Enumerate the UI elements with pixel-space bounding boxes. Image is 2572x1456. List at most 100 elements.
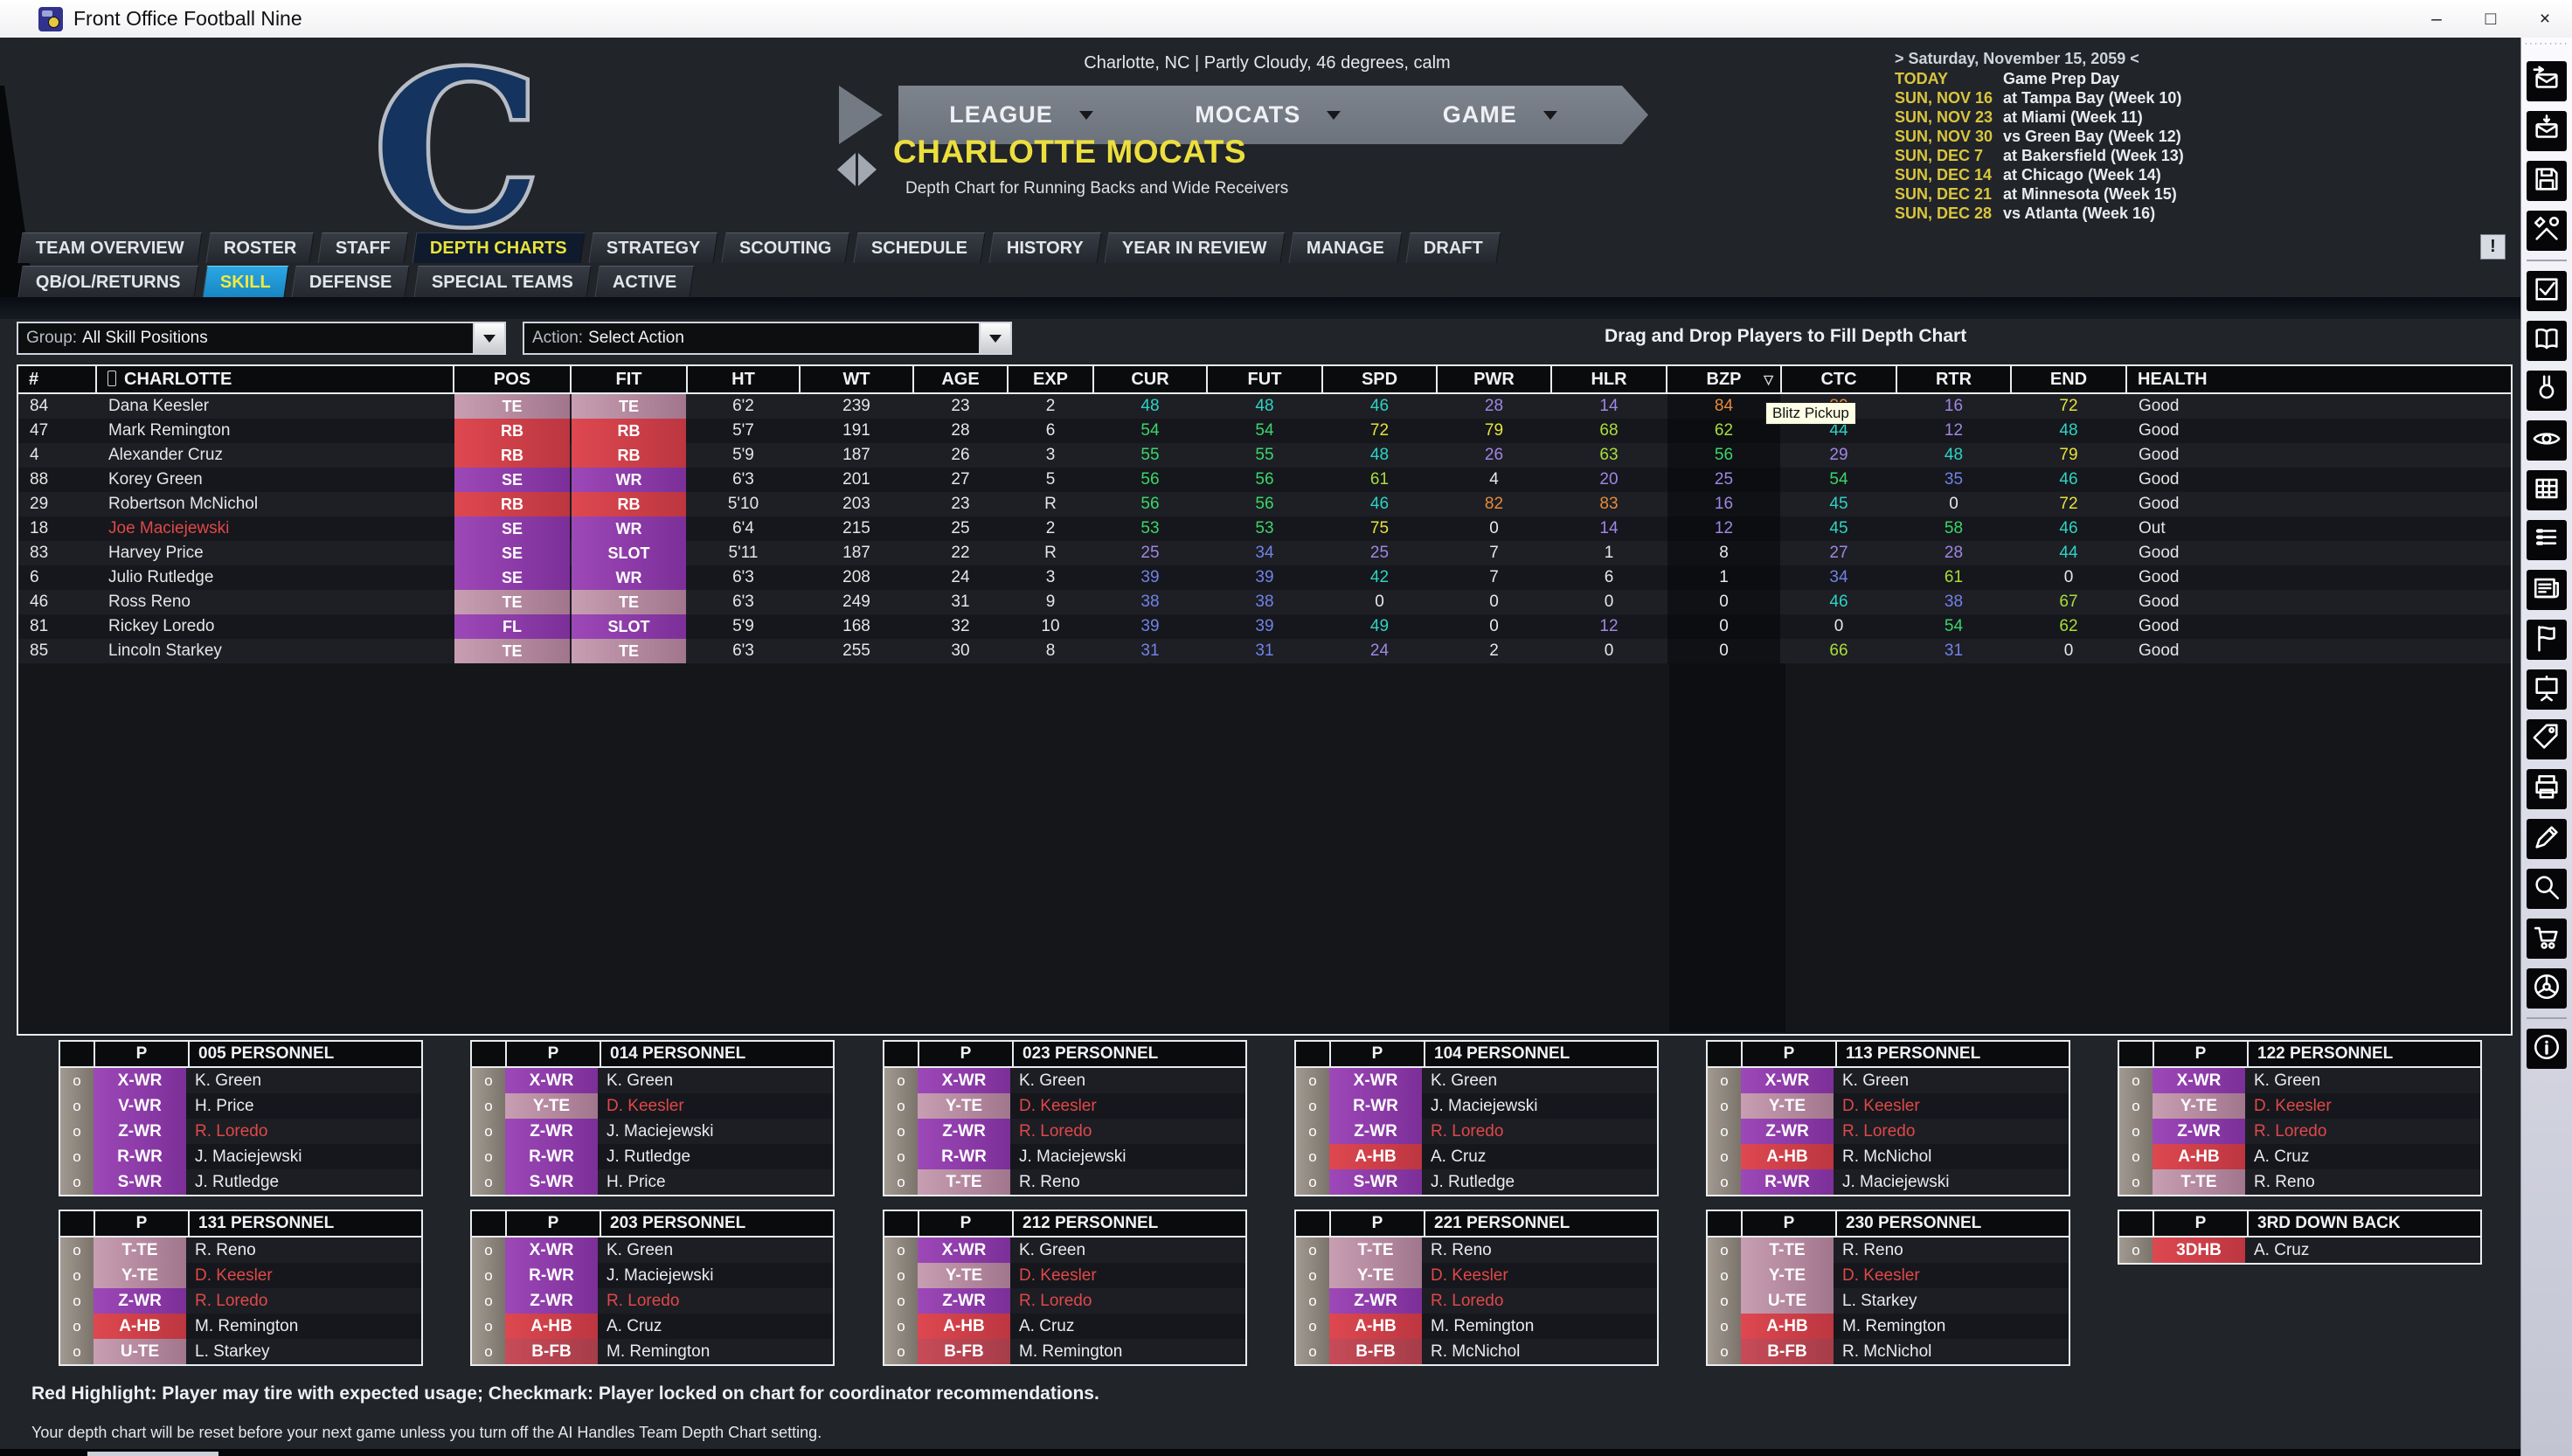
lock-toggle[interactable]: o <box>2119 1093 2153 1119</box>
lock-toggle[interactable]: o <box>472 1263 505 1288</box>
sidebar-button-info[interactable] <box>2527 1029 2567 1069</box>
column-header-hlr[interactable]: HLR <box>1552 366 1666 392</box>
roster-row[interactable]: 47 Mark Remington RB RB 5'7 191 28 6 54 54 72 79 68 6… <box>18 419 2511 443</box>
nav-menu-game[interactable]: GAME <box>1443 101 1557 128</box>
tab-history[interactable]: HISTORY <box>988 232 1101 263</box>
tab-qb-ol-returns[interactable]: QB/OL/RETURNS <box>17 266 199 298</box>
action-dropdown-button[interactable] <box>979 323 1010 353</box>
lock-toggle[interactable]: o <box>2119 1238 2153 1263</box>
group-dropdown-button[interactable] <box>473 323 504 353</box>
lock-toggle[interactable]: o <box>1296 1238 1329 1263</box>
sidebar-button-pencil[interactable] <box>2527 819 2567 859</box>
slot-player-name[interactable]: M. Remington <box>1842 1317 1946 1335</box>
slot-player-name[interactable]: A. Cruz <box>607 1317 662 1335</box>
slot-player-name[interactable]: R. Loredo <box>1431 1122 1504 1141</box>
slot-player-name[interactable]: A. Cruz <box>1431 1147 1487 1166</box>
slot-player-name[interactable]: D. Keesler <box>607 1097 684 1115</box>
lock-toggle[interactable]: o <box>60 1093 94 1119</box>
team-switch-icon[interactable] <box>835 151 878 188</box>
sidebar-button-grid[interactable] <box>2527 470 2567 510</box>
lock-toggle[interactable]: o <box>884 1288 918 1314</box>
lock-toggle[interactable]: o <box>884 1068 918 1093</box>
slot-player-name[interactable]: R. Reno <box>195 1241 256 1259</box>
tab-draft[interactable]: DRAFT <box>1405 232 1501 263</box>
column-header-bzp[interactable]: BZP ▽ <box>1667 366 1780 392</box>
column-header-pwr[interactable]: PWR <box>1438 366 1550 392</box>
slot-player-name[interactable]: R. Reno <box>1842 1241 1903 1259</box>
sidebar-button-checklist[interactable] <box>2527 271 2567 311</box>
sidebar-button-newspaper[interactable] <box>2527 570 2567 610</box>
sidebar-button-cart[interactable] <box>2527 919 2567 959</box>
tab-staff[interactable]: STAFF <box>317 232 409 263</box>
slot-player-name[interactable]: J. Maciejewski <box>1019 1147 1127 1166</box>
sidebar-handle-icon[interactable]: ········· <box>2524 38 2569 49</box>
tab-skill[interactable]: SKILL <box>201 266 288 298</box>
tab-year-in-review[interactable]: YEAR IN REVIEW <box>1104 232 1286 263</box>
roster-row[interactable]: 81 Rickey Loredo FL SLOT 5'9 168 32 10 39 39 49 0 12… <box>18 614 2511 639</box>
slot-player-name[interactable]: R. McNichol <box>1842 1147 1932 1166</box>
nav-menu-league[interactable]: LEAGUE <box>949 101 1093 128</box>
roster-row[interactable]: 29 Robertson McNichol RB RB 5'10 203 23 R 56 56 46… <box>18 492 2511 517</box>
column-header-age[interactable]: AGE <box>914 366 1007 392</box>
slot-player-name[interactable]: D. Keesler <box>1019 1266 1097 1285</box>
lock-toggle[interactable]: o <box>1296 1093 1329 1119</box>
lock-toggle[interactable]: o <box>1708 1314 1741 1339</box>
lock-toggle[interactable]: o <box>60 1119 94 1144</box>
slot-player-name[interactable]: A. Cruz <box>2254 1147 2310 1166</box>
slot-player-name[interactable]: D. Keesler <box>195 1266 273 1285</box>
slot-player-name[interactable]: J. Rutledge <box>1431 1173 1515 1191</box>
lock-toggle[interactable]: o <box>1708 1339 1741 1364</box>
slot-player-name[interactable]: D. Keesler <box>1842 1097 1920 1115</box>
column-header-end[interactable]: END <box>2012 366 2125 392</box>
sidebar-button-tools[interactable] <box>2527 211 2567 251</box>
lock-toggle[interactable]: o <box>1708 1093 1741 1119</box>
lock-toggle[interactable]: o <box>884 1238 918 1263</box>
slot-player-name[interactable]: R. Reno <box>1431 1241 1492 1259</box>
slot-player-name[interactable]: M. Remington <box>1431 1317 1535 1335</box>
slot-player-name[interactable]: K. Green <box>1431 1071 1498 1090</box>
slot-player-name[interactable]: D. Keesler <box>1431 1266 1508 1285</box>
slot-player-name[interactable]: R. Loredo <box>195 1122 268 1141</box>
slot-player-name[interactable]: K. Green <box>2254 1071 2321 1090</box>
slot-player-name[interactable]: D. Keesler <box>1842 1266 1920 1285</box>
column-header-health[interactable]: HEALTH <box>2127 366 2511 392</box>
lock-toggle[interactable]: o <box>472 1288 505 1314</box>
roster-row[interactable]: 4 Alexander Cruz RB RB 5'9 187 26 3 55 55 48 26 63 56… <box>18 443 2511 468</box>
lock-toggle[interactable]: o <box>1296 1339 1329 1364</box>
slot-player-name[interactable]: R. Loredo <box>1842 1122 1916 1141</box>
slot-player-name[interactable]: A. Cruz <box>2254 1241 2310 1259</box>
roster-row[interactable]: 6 Julio Rutledge SE WR 6'3 208 24 3 39 39 42 7 6 1 34 6… <box>18 565 2511 590</box>
slot-player-name[interactable]: M. Remington <box>195 1317 299 1335</box>
column-header-fut[interactable]: FUT <box>1208 366 1321 392</box>
lock-toggle[interactable]: o <box>1296 1263 1329 1288</box>
lock-toggle[interactable]: o <box>1296 1068 1329 1093</box>
lock-toggle[interactable]: o <box>1296 1144 1329 1169</box>
lock-toggle[interactable]: o <box>472 1144 505 1169</box>
column-header-ctc[interactable]: CTC <box>1782 366 1896 392</box>
column-header-rtr[interactable]: RTR <box>1897 366 2010 392</box>
sidebar-button-medal[interactable] <box>2527 371 2567 411</box>
lock-toggle[interactable]: o <box>472 1093 505 1119</box>
slot-player-name[interactable]: H. Price <box>195 1097 254 1115</box>
slot-player-name[interactable]: K. Green <box>1019 1241 1086 1259</box>
lock-toggle[interactable]: o <box>1708 1288 1741 1314</box>
lock-toggle[interactable]: o <box>60 1169 94 1195</box>
slot-player-name[interactable]: L. Starkey <box>1842 1292 1917 1310</box>
lock-toggle[interactable]: o <box>60 1288 94 1314</box>
lock-toggle[interactable]: o <box>472 1119 505 1144</box>
sidebar-button-printer[interactable] <box>2527 769 2567 809</box>
lock-toggle[interactable]: o <box>1708 1263 1741 1288</box>
slot-player-name[interactable]: D. Keesler <box>2254 1097 2332 1115</box>
lock-toggle[interactable]: o <box>1708 1119 1741 1144</box>
slot-player-name[interactable]: M. Remington <box>1019 1342 1123 1361</box>
slot-player-name[interactable]: R. Loredo <box>1019 1292 1092 1310</box>
lock-toggle[interactable]: o <box>472 1238 505 1263</box>
slot-player-name[interactable]: R. Loredo <box>195 1292 268 1310</box>
alert-button[interactable]: ! <box>2480 234 2506 260</box>
lock-toggle[interactable]: o <box>1708 1169 1741 1195</box>
tab-schedule[interactable]: SCHEDULE <box>853 232 986 263</box>
action-dropdown[interactable]: Action: Select Action <box>523 322 1012 355</box>
sidebar-button-magnifier[interactable] <box>2527 869 2567 909</box>
lock-toggle[interactable]: o <box>60 1314 94 1339</box>
